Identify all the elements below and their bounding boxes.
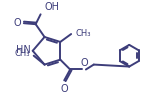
Text: CH₃: CH₃ (75, 29, 91, 38)
Text: HN: HN (16, 45, 31, 55)
Text: O: O (80, 58, 88, 68)
Text: O: O (60, 84, 68, 94)
Text: O: O (13, 18, 21, 28)
Text: OH: OH (45, 2, 59, 12)
Text: CH₃: CH₃ (14, 49, 30, 58)
